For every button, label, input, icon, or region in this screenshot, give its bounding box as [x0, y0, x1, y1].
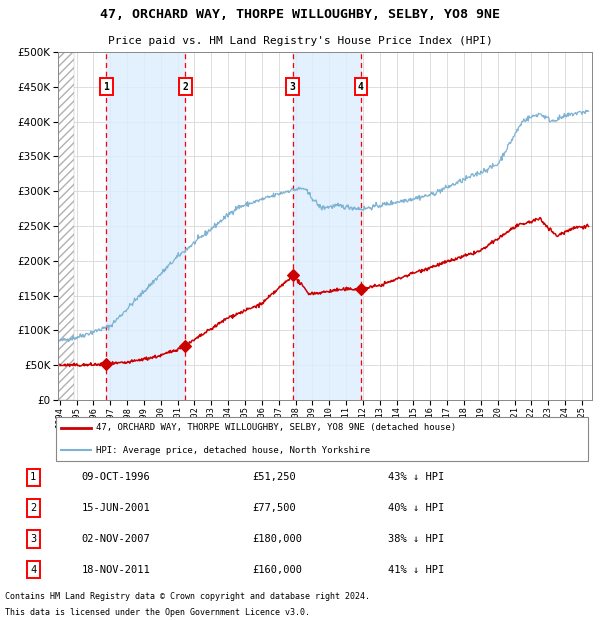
Text: £160,000: £160,000: [253, 565, 303, 575]
Text: 47, ORCHARD WAY, THORPE WILLOUGHBY, SELBY, YO8 9NE: 47, ORCHARD WAY, THORPE WILLOUGHBY, SELB…: [100, 8, 500, 21]
Text: 4: 4: [30, 565, 37, 575]
Text: 1: 1: [30, 472, 37, 482]
Text: 43% ↓ HPI: 43% ↓ HPI: [389, 472, 445, 482]
Text: 2: 2: [30, 503, 37, 513]
FancyBboxPatch shape: [56, 417, 588, 461]
Text: 15-JUN-2001: 15-JUN-2001: [82, 503, 151, 513]
Text: 02-NOV-2007: 02-NOV-2007: [82, 534, 151, 544]
Point: [288, 270, 298, 280]
Text: 4: 4: [358, 82, 364, 92]
Text: Price paid vs. HM Land Registry's House Price Index (HPI): Price paid vs. HM Land Registry's House …: [107, 35, 493, 45]
Text: 09-OCT-1996: 09-OCT-1996: [82, 472, 151, 482]
Text: £77,500: £77,500: [253, 503, 296, 513]
Text: 1: 1: [103, 82, 109, 92]
Point: [101, 360, 111, 370]
Text: 3: 3: [290, 82, 296, 92]
Bar: [293, 52, 361, 400]
Bar: [106, 52, 185, 400]
Text: £51,250: £51,250: [253, 472, 296, 482]
Point: [356, 284, 365, 294]
Text: 18-NOV-2011: 18-NOV-2011: [82, 565, 151, 575]
Text: 47, ORCHARD WAY, THORPE WILLOUGHBY, SELBY, YO8 9NE (detached house): 47, ORCHARD WAY, THORPE WILLOUGHBY, SELB…: [96, 423, 456, 433]
Text: 41% ↓ HPI: 41% ↓ HPI: [389, 565, 445, 575]
Point: [181, 341, 190, 351]
Text: £180,000: £180,000: [253, 534, 303, 544]
Text: This data is licensed under the Open Government Licence v3.0.: This data is licensed under the Open Gov…: [5, 608, 310, 618]
Text: 3: 3: [30, 534, 37, 544]
Text: HPI: Average price, detached house, North Yorkshire: HPI: Average price, detached house, Nort…: [96, 446, 370, 454]
Text: 2: 2: [182, 82, 188, 92]
Text: 40% ↓ HPI: 40% ↓ HPI: [389, 503, 445, 513]
Text: Contains HM Land Registry data © Crown copyright and database right 2024.: Contains HM Land Registry data © Crown c…: [5, 593, 370, 601]
Text: 38% ↓ HPI: 38% ↓ HPI: [389, 534, 445, 544]
